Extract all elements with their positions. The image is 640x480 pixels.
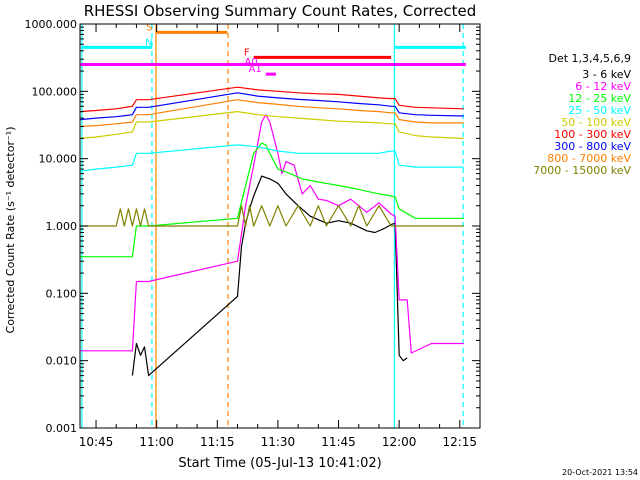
x-tick-label-2: 11:15 [200, 435, 235, 449]
legend-header: Det 1,3,4,5,6,9 [548, 52, 631, 65]
x-tick-label-6: 12:15 [442, 435, 477, 449]
series-line-2 [79, 142, 464, 258]
series-line-6 [79, 92, 464, 121]
legend-entry-5: 100 - 300 keV [554, 128, 631, 141]
y-tick-label-6: 0.001 [46, 422, 78, 435]
series-line-3 [79, 144, 464, 172]
y-tick-label-5: 0.010 [46, 355, 78, 368]
flag-label-F: F [244, 47, 250, 58]
x-tick-label-3: 11:30 [261, 435, 296, 449]
series-line-4 [79, 110, 464, 139]
x-tick-label-5: 12:00 [382, 435, 417, 449]
legend-entry-1: 6 - 12 keV [575, 80, 631, 93]
y-tick-label-4: 0.100 [46, 287, 78, 300]
legend-entry-4: 50 - 100 keV [561, 116, 631, 129]
series-line-5 [79, 86, 464, 113]
x-tick-label-1: 11:00 [139, 435, 174, 449]
legend-entry-8: 7000 - 15000 keV [533, 164, 631, 177]
legend-entry-7: 800 - 7000 keV [547, 152, 631, 165]
flag-label-A0: A0 [245, 57, 258, 68]
series-line-8 [79, 205, 464, 227]
x-axis-label: Start Time (05-Jul-13 10:41:02) [178, 456, 381, 471]
series-line-7 [79, 99, 464, 128]
series-line-0 [131, 175, 408, 377]
legend-entry-3: 25 - 50 keV [568, 104, 631, 117]
series-line-1 [79, 114, 464, 354]
footer-date: 20-Oct-2021 13:54 [562, 468, 638, 477]
x-tick-label-4: 11:45 [321, 435, 356, 449]
axes: 1000.000 100.000 10.000 1.000 0.100 0.010 0.00… [25, 18, 480, 449]
y-tick-label-0: 1000.000 [25, 18, 78, 31]
flag-label-S: S [146, 22, 152, 33]
legend-entry-2: 12 - 25 keV [568, 92, 631, 105]
y-axis-label: Corrected Count Rate (s⁻¹ detector⁻¹) [4, 127, 17, 334]
legend-entry-0: 3 - 6 keV [582, 68, 631, 81]
flag-label-N: N [145, 37, 152, 48]
y-tick-label-3: 1.000 [46, 220, 78, 233]
y-tick-label-1: 100.000 [32, 85, 78, 98]
x-tick-label-0: 10:45 [79, 435, 114, 449]
chart-title: RHESSI Observing Summary Count Rates, Co… [84, 2, 477, 20]
flag-label-A1: A1 [249, 64, 262, 75]
y-tick-label-2: 10.000 [39, 153, 78, 166]
legend-entry-6: 300 - 800 keV [554, 140, 631, 153]
